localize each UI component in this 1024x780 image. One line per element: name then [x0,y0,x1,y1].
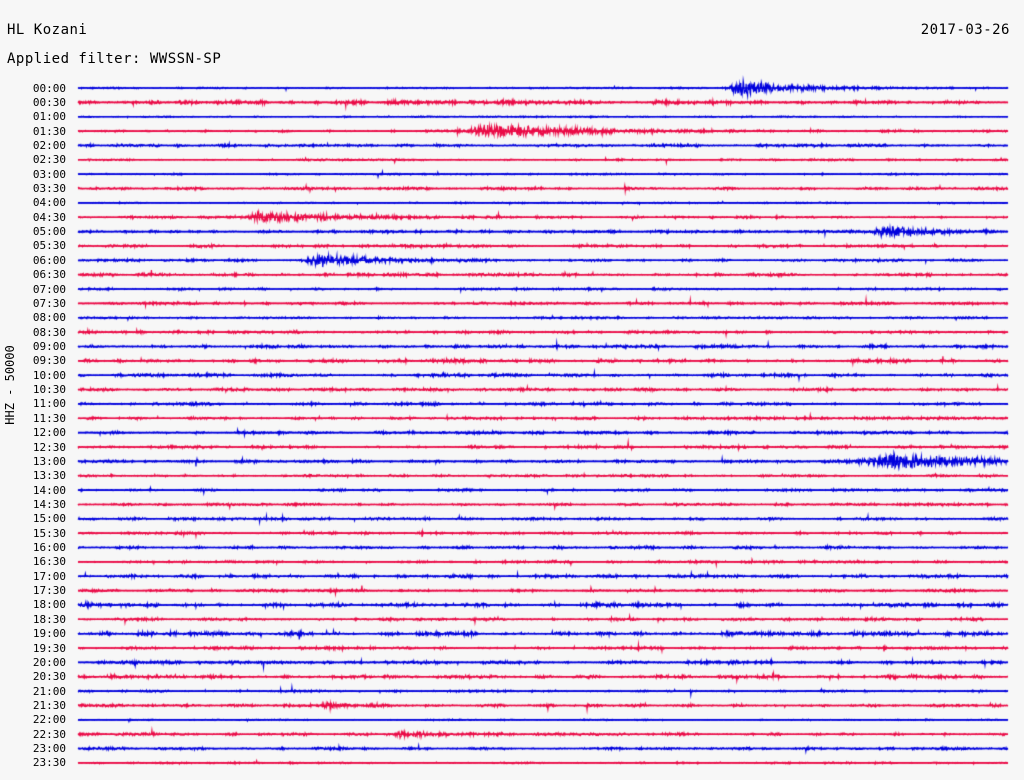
helicorder-plot: HL Kozani Applied filter: WWSSN-SP 2017-… [0,0,1024,780]
seismogram-traces [0,0,1024,780]
